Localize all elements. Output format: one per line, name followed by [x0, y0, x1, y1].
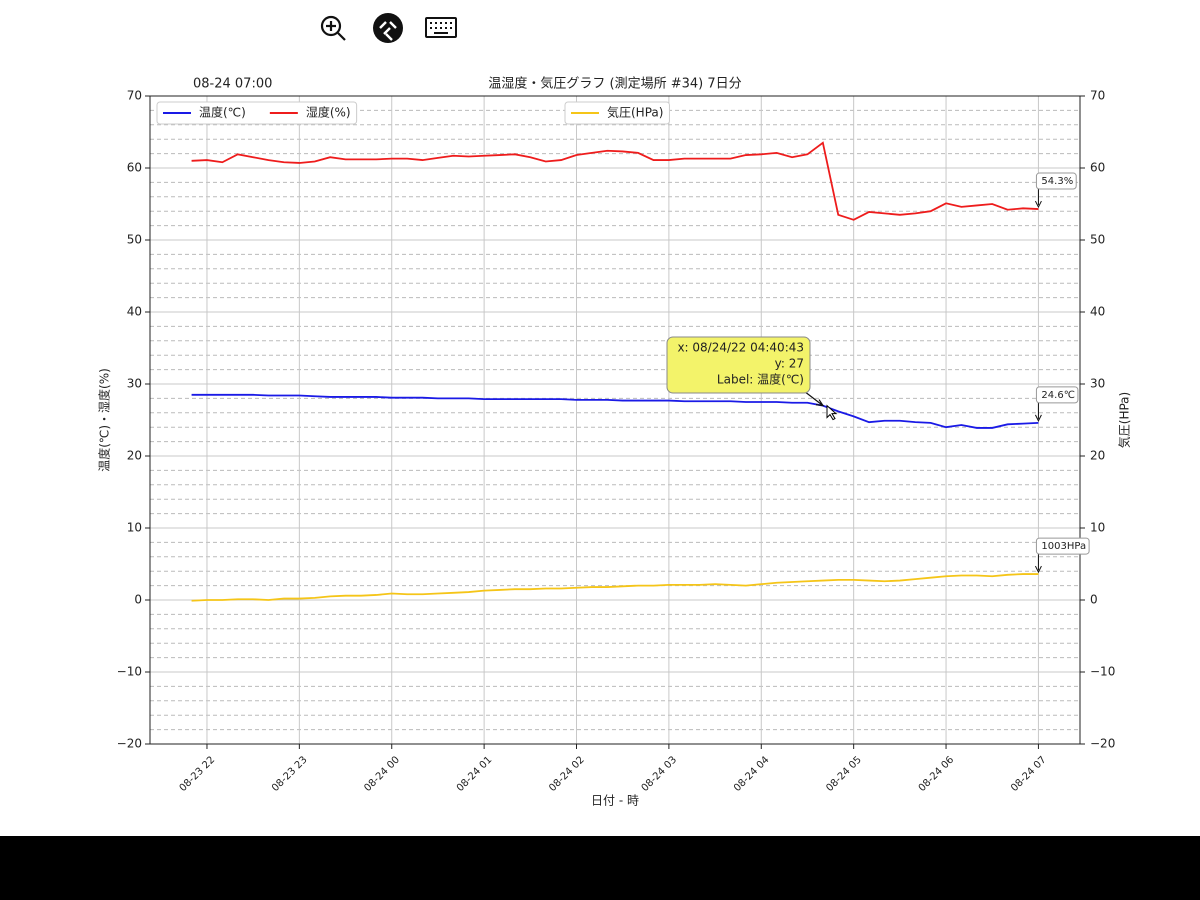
annotation-arrow [1034, 554, 1042, 574]
y2-tick-label: 70 [1090, 89, 1105, 103]
y2-tick-label: 20 [1090, 449, 1105, 463]
tooltip-line: Label: 温度(℃) [717, 372, 804, 387]
y-tick-label: 60 [127, 161, 142, 175]
series-line [191, 393, 1039, 429]
annotation-label: 54.3% [1041, 176, 1073, 187]
tooltip-box [666, 336, 811, 394]
y-tick-label: 0 [134, 593, 142, 607]
y-tick-label: 40 [127, 305, 142, 319]
cursor [826, 404, 838, 421]
legend-label: 温度(℃) [199, 105, 246, 120]
annotation: 1003HPa [1034, 537, 1090, 574]
annotation-box [1035, 537, 1090, 555]
annotation: 54.3% [1034, 172, 1077, 209]
zoom-icon[interactable] [320, 15, 346, 41]
y2-tick-label: 10 [1090, 521, 1105, 535]
y-axis-label: 温度(℃)・湿度(%) [97, 368, 112, 472]
y-tick-label: 50 [127, 233, 142, 247]
y2-tick-label: 30 [1090, 377, 1105, 391]
annotation-label: 1003HPa [1041, 541, 1086, 552]
y2-tick-label: −10 [1090, 665, 1115, 679]
annotation: 24.6℃ [1034, 386, 1079, 422]
y2-tick-label: 50 [1090, 233, 1105, 247]
keyboard-icon[interactable] [425, 17, 457, 38]
tooltip-line: y: 27 [775, 357, 804, 371]
y2-axis-label: 気圧(HPa) [1117, 392, 1132, 448]
plot-frame [149, 95, 1081, 745]
y2-tick-label: −20 [1090, 737, 1115, 751]
annotation-arrow [1034, 189, 1042, 209]
chart-title: 温湿度・気圧グラフ (測定場所 #34) 7日分 [488, 76, 741, 92]
y2-tick-label: 0 [1090, 593, 1098, 607]
remote-icon[interactable] [373, 13, 403, 43]
annotation-box [1035, 386, 1079, 404]
legend: 気圧(HPa) [564, 101, 670, 125]
y-tick-label: 20 [127, 449, 142, 463]
y2-tick-label: 60 [1090, 161, 1105, 175]
legend-label: 気圧(HPa) [607, 105, 663, 120]
y-tick-label: 70 [127, 89, 142, 103]
y-tick-label: 10 [127, 521, 142, 535]
y-tick-label: −10 [117, 665, 142, 679]
series-line [191, 573, 1039, 602]
taskbar [0, 836, 1200, 900]
legend-box [564, 101, 670, 125]
legend-label: 湿度(%) [306, 105, 351, 120]
annotation-box [1035, 172, 1077, 190]
y-tick-label: 30 [127, 377, 142, 391]
corner-text: 08-24 07:00 [193, 77, 272, 92]
annotation-label: 24.6℃ [1041, 390, 1075, 401]
y2-tick-label: 40 [1090, 305, 1105, 319]
series-line [191, 141, 1039, 221]
annotation-arrow [1034, 402, 1042, 422]
tooltip-line: x: 08/24/22 04:40:43 [677, 341, 804, 355]
legend: 温度(℃) 湿度(%) [156, 101, 358, 125]
x-axis-label: 日付 - 時 [591, 794, 639, 808]
legend-box [156, 101, 358, 125]
y-tick-label: −20 [117, 737, 142, 751]
